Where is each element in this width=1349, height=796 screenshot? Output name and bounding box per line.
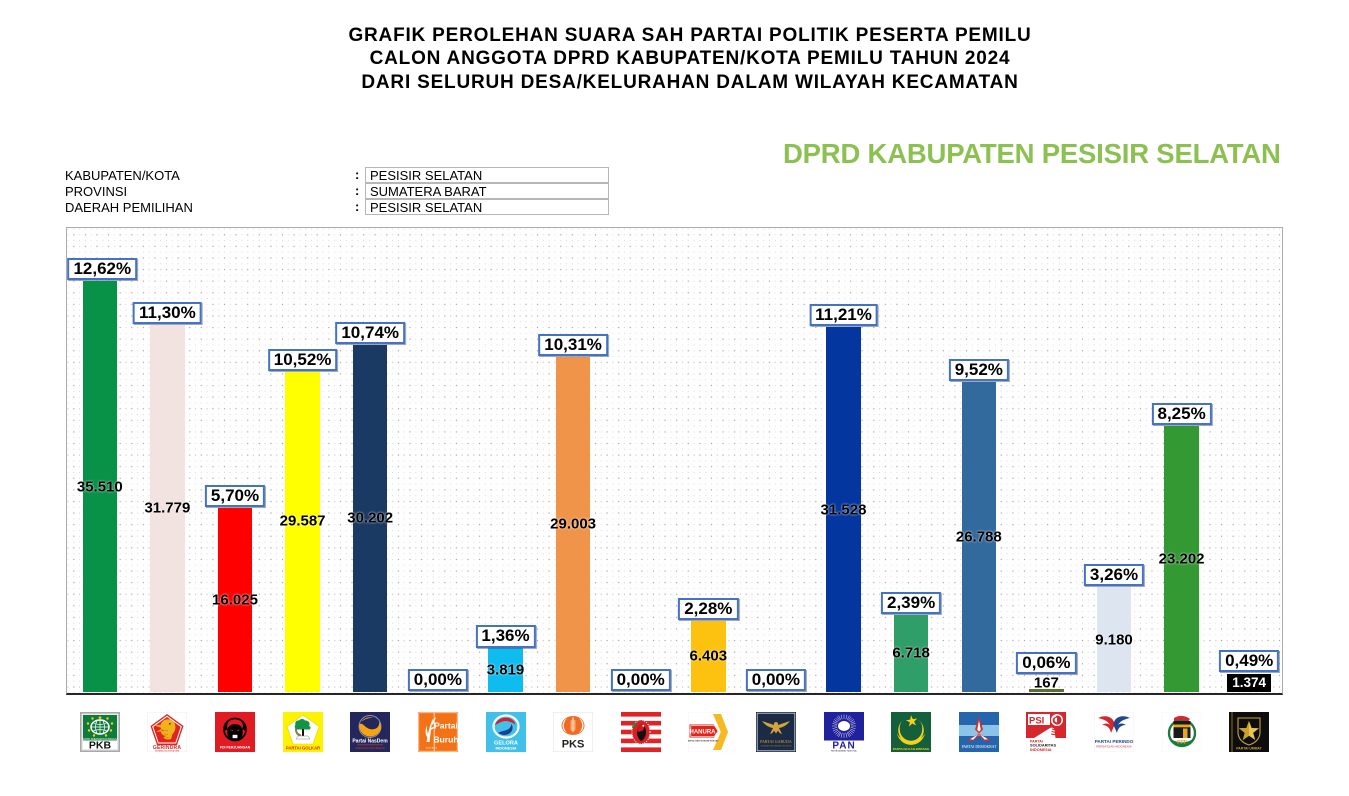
svg-text:HANURA: HANURA bbox=[690, 729, 717, 735]
svg-text:PKS: PKS bbox=[562, 739, 585, 751]
svg-text:PARTAI UMMAT: PARTAI UMMAT bbox=[1236, 747, 1262, 751]
svg-text:PDI PERJUANGAN: PDI PERJUANGAN bbox=[220, 746, 251, 750]
svg-text:Kaum Buruh: Kaum Buruh bbox=[426, 748, 437, 750]
svg-text:PAN: PAN bbox=[832, 741, 855, 752]
svg-text:PERSATUAN INDONESIA: PERSATUAN INDONESIA bbox=[1096, 745, 1131, 749]
svg-text:PSI: PSI bbox=[1029, 716, 1044, 727]
svg-text:PARTAI KEBANGKITAN BANGSA: PARTAI KEBANGKITAN BANGSA bbox=[82, 738, 119, 741]
svg-text:Partai NasDem: Partai NasDem bbox=[353, 739, 389, 745]
svg-text:INDONESIA: INDONESIA bbox=[1030, 747, 1052, 752]
svg-text:PPP: PPP bbox=[1177, 740, 1188, 746]
svg-text:PKB: PKB bbox=[89, 739, 112, 751]
svg-text:PARTAI GARUDA: PARTAI GARUDA bbox=[760, 739, 792, 744]
svg-text:SOLIDARITAS: SOLIDARITAS bbox=[1030, 743, 1056, 748]
svg-text:PARTAI: PARTAI bbox=[1030, 740, 1043, 744]
svg-text:PARTAI DEMOKRAT: PARTAI DEMOKRAT bbox=[961, 745, 997, 749]
svg-text:GERAKAN PERUBAHAN: GERAKAN PERUBAHAN bbox=[355, 746, 385, 750]
svg-text:PARTAI BULAN BINTANG: PARTAI BULAN BINTANG bbox=[893, 747, 930, 751]
svg-text:PARTAI HATI NURANI RAKYAT: PARTAI HATI NURANI RAKYAT bbox=[688, 740, 719, 743]
svg-text:Buruh: Buruh bbox=[433, 735, 458, 745]
svg-text:GERAKAN PERUBAHAN INDONESIA: GERAKAN PERUBAHAN INDONESIA bbox=[760, 745, 792, 748]
svg-text:PARTAI GOLKAR: PARTAI GOLKAR bbox=[285, 746, 319, 751]
svg-text:PARTAI PERINDO: PARTAI PERINDO bbox=[1095, 739, 1134, 744]
svg-text:GELORA: GELORA bbox=[494, 741, 518, 747]
svg-text:GERINDRA: GERINDRA bbox=[153, 745, 181, 751]
svg-text:Partai: Partai bbox=[434, 721, 458, 731]
svg-text:GERAKAN INDONESIA RAYA: GERAKAN INDONESIA RAYA bbox=[155, 749, 180, 752]
svg-text:INDONESIA: INDONESIA bbox=[495, 747, 516, 751]
svg-text:PARTAI AMANAT NASIONAL: PARTAI AMANAT NASIONAL bbox=[830, 749, 857, 752]
